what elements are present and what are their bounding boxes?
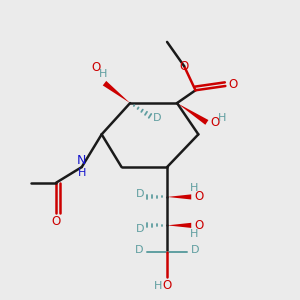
Text: H: H bbox=[154, 281, 163, 291]
Text: O: O bbox=[195, 219, 204, 232]
Text: O: O bbox=[179, 60, 189, 73]
Text: O: O bbox=[229, 78, 238, 91]
Text: H: H bbox=[78, 168, 86, 178]
Text: H: H bbox=[218, 113, 226, 123]
Text: O: O bbox=[210, 116, 220, 129]
Polygon shape bbox=[167, 194, 191, 200]
Text: D: D bbox=[136, 224, 144, 234]
Polygon shape bbox=[177, 103, 208, 125]
Polygon shape bbox=[103, 81, 130, 103]
Text: D: D bbox=[135, 244, 143, 254]
Text: H: H bbox=[190, 183, 198, 194]
Text: D: D bbox=[191, 244, 199, 254]
Text: O: O bbox=[52, 215, 61, 228]
Text: D: D bbox=[153, 113, 161, 123]
Polygon shape bbox=[167, 223, 191, 228]
Text: H: H bbox=[99, 69, 107, 79]
Text: H: H bbox=[190, 229, 198, 239]
Text: N: N bbox=[77, 154, 86, 167]
Text: O: O bbox=[162, 279, 172, 292]
Text: O: O bbox=[91, 61, 101, 74]
Text: D: D bbox=[136, 188, 144, 199]
Text: O: O bbox=[195, 190, 204, 203]
